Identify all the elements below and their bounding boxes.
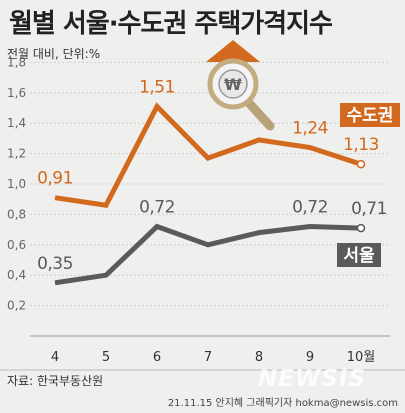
svg-text:₩: ₩ (224, 75, 242, 94)
series-line-1 (54, 223, 362, 286)
y-tick-label: 1,8 (7, 55, 26, 69)
y-tick-label: 1,0 (7, 177, 26, 191)
y-tick-label: 1,4 (7, 116, 26, 130)
series-tag-seoul: 서울 (337, 243, 381, 267)
series-tag-sudogwon-text: 수도권 (347, 106, 394, 126)
data-label: 0,72 (139, 198, 175, 218)
credit-line: 21.11.15 안지혜 그래픽기자 hokma@newsis.com (168, 397, 398, 409)
y-tick-label: 0,6 (7, 238, 26, 252)
x-tick-label: 5 (102, 350, 110, 365)
x-tick-label: 7 (204, 350, 212, 365)
newsis-watermark: NEWSIS (258, 366, 366, 392)
x-tick-label: 6 (153, 350, 161, 365)
data-label: 1,24 (292, 119, 328, 139)
x-tick-label: 10월 (347, 350, 376, 365)
y-tick-label: 0,4 (7, 268, 26, 282)
series-line-0 (54, 102, 362, 209)
data-label: 1,51 (139, 77, 175, 97)
y-tick-label: 0,8 (7, 207, 26, 221)
y-tick-label: 1,2 (7, 147, 26, 161)
y-axis-ticks: 0,2 0,4 0,6 0,8 1,0 1,2 1,4 1,6 1,8 (7, 55, 26, 312)
magnifier-won-up-arrow-icon: ₩ (206, 40, 275, 131)
data-labels-layer: 0,91 1,51 1,24 1,13 0,35 0,72 0,72 0,71 (37, 77, 387, 273)
x-axis-ticks: 4 5 6 7 8 9 10월 (51, 350, 375, 365)
data-label: 0,35 (37, 254, 73, 274)
series-layer (54, 102, 366, 286)
data-label: 0,71 (351, 199, 387, 219)
data-label: 1,13 (343, 135, 379, 155)
x-tick-label: 8 (255, 350, 263, 365)
series-tag-sudogwon: 수도권 (340, 103, 400, 127)
y-tick-label: 1,6 (7, 86, 26, 100)
grid-lines (30, 61, 390, 337)
x-tick-label: 4 (51, 350, 59, 365)
x-tick-label: 9 (306, 350, 314, 365)
data-label: 0,91 (37, 169, 73, 189)
series-tag-seoul-text: 서울 (343, 246, 375, 266)
y-tick-label: 0,2 (7, 299, 26, 313)
source-note: 자료: 한국부동산원 (7, 374, 103, 388)
chart-subtitle: 전월 대비, 단위:% (7, 47, 100, 61)
series-end-point-1 (356, 223, 366, 233)
chart-title: 월별 서울·수도권 주택가격지수 (9, 9, 332, 39)
data-label: 0,72 (292, 198, 328, 218)
series-end-point-0 (356, 159, 366, 169)
